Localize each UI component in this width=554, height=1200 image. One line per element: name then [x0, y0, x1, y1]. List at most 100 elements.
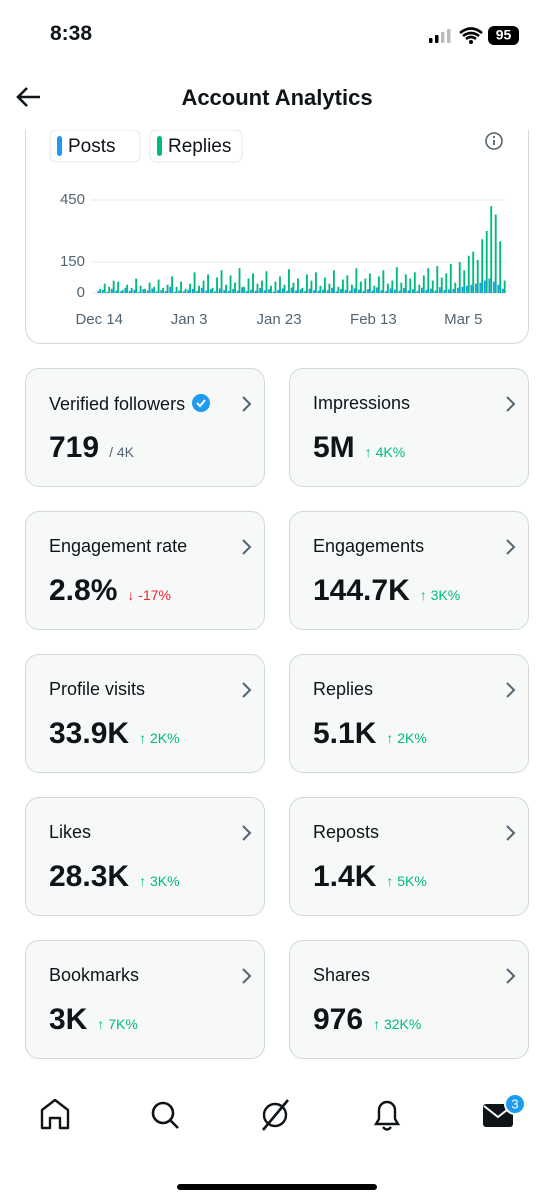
bar: [346, 275, 349, 293]
back-button[interactable]: [14, 84, 44, 110]
bar: [326, 290, 329, 293]
bar: [200, 287, 203, 293]
value-text: 2.8%: [49, 574, 118, 607]
bar: [490, 206, 493, 293]
metric-card[interactable]: Reposts 1.4K ↑ 5K%: [289, 797, 529, 916]
value-text: 719: [49, 431, 100, 464]
card-change: ↓ -17%: [127, 587, 171, 603]
metric-card[interactable]: Engagement rate 2.8% ↓ -17%: [25, 511, 265, 630]
bar: [196, 290, 199, 293]
bar: [178, 290, 181, 293]
bar: [229, 275, 232, 293]
bar: [485, 231, 488, 293]
bar: [436, 266, 439, 293]
card-value: 5.1K ↑ 2K%: [313, 717, 427, 751]
bar: [400, 282, 403, 293]
bar: [492, 281, 495, 293]
bar: [394, 289, 396, 293]
bar: [431, 280, 434, 293]
nav-messages[interactable]: 3: [483, 1093, 526, 1127]
bar: [220, 270, 223, 293]
bar: [371, 290, 374, 293]
bar: [344, 289, 347, 293]
card-change: ↑ 2K%: [139, 730, 180, 746]
legend-label: Posts: [68, 136, 116, 157]
metric-card[interactable]: Impressions 5M ↑ 4K%: [289, 368, 529, 487]
card-change: ↑ 4K%: [364, 444, 406, 460]
bar: [243, 286, 245, 293]
bar: [304, 291, 306, 293]
card-title: Shares: [313, 965, 371, 985]
bar: [139, 285, 142, 293]
bar: [443, 290, 446, 293]
value-text: 976: [313, 1003, 364, 1036]
value-text: 5.1K: [313, 717, 377, 750]
bar: [207, 274, 209, 293]
bar: [232, 288, 235, 293]
bar: [476, 259, 479, 293]
metric-card[interactable]: Verified followers 719 / 4K: [25, 368, 265, 487]
bar: [297, 278, 299, 293]
bar: [425, 289, 428, 293]
bar: [470, 284, 473, 293]
bar: [422, 275, 425, 293]
bar: [420, 287, 423, 293]
bar: [124, 287, 127, 293]
card-change: ↑ 3K%: [419, 587, 461, 603]
value-text: 1.4K: [313, 860, 377, 893]
card-change: ↑ 2K%: [386, 730, 427, 746]
card-title: Engagement rate: [49, 536, 188, 556]
metric-card[interactable]: Shares 976 ↑ 32K%: [289, 940, 529, 1059]
nav-grok[interactable]: [262, 1099, 289, 1131]
y-tick-label: 450: [60, 191, 85, 208]
bar: [103, 283, 106, 293]
bar: [214, 291, 217, 293]
nav-search[interactable]: [151, 1101, 179, 1129]
bar: [501, 288, 504, 293]
bar: [427, 268, 430, 293]
metric-card[interactable]: Profile visits 33.9K ↑ 2K%: [25, 654, 265, 773]
card-value: 144.7K ↑ 3K%: [313, 574, 460, 608]
info-icon[interactable]: [485, 132, 503, 150]
bar: [398, 290, 401, 293]
metric-card[interactable]: Replies 5.1K ↑ 2K%: [289, 654, 529, 773]
bar: [465, 285, 468, 293]
bar: [191, 288, 194, 293]
nav-notifications[interactable]: [373, 1100, 401, 1131]
metric-card[interactable]: Likes 28.3K ↑ 3K%: [25, 797, 265, 916]
bar: [314, 272, 317, 293]
bar: [497, 284, 500, 293]
value-text: 3K: [49, 1003, 88, 1036]
card-title: Likes: [49, 822, 92, 842]
card-title: Profile visits: [49, 679, 146, 699]
bar: [171, 276, 174, 293]
bar: [169, 286, 172, 293]
bar: [382, 270, 385, 293]
bar: [295, 290, 298, 293]
bar: [119, 291, 122, 293]
bar: [494, 214, 497, 293]
metric-card[interactable]: Bookmarks 3K ↑ 7K%: [25, 940, 265, 1059]
verified-badge: [192, 394, 211, 412]
bar: [151, 288, 154, 293]
metric-card[interactable]: Engagements 144.7K ↑ 3K%: [289, 511, 529, 630]
bar: [148, 282, 151, 293]
bar: [368, 273, 371, 293]
bar: [133, 289, 136, 293]
bar: [299, 289, 302, 293]
card-title: Impressions: [313, 393, 411, 413]
bar: [268, 289, 271, 293]
bar: [173, 291, 176, 293]
legend-swatch: [157, 136, 162, 156]
card-value: 1.4K ↑ 5K%: [313, 860, 427, 894]
bar: [108, 286, 111, 293]
bar: [391, 280, 394, 293]
nav-home[interactable]: [40, 1098, 70, 1130]
chevron: [242, 968, 252, 984]
card-value: 976 ↑ 32K%: [313, 1003, 421, 1037]
status-time: 8:38: [50, 22, 93, 45]
legend-box: [149, 130, 243, 163]
bar: [376, 287, 378, 293]
bar: [411, 289, 414, 293]
bar: [254, 290, 257, 293]
